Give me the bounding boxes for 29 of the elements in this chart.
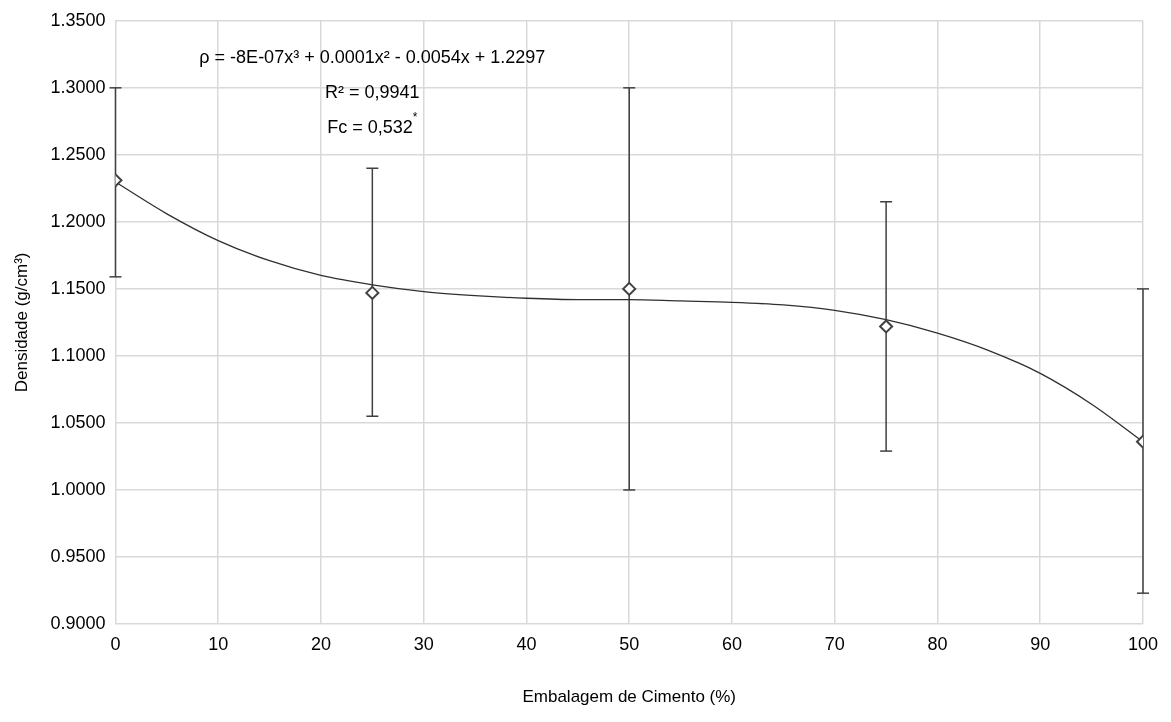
y-tick-label: 1.3000 — [50, 76, 106, 97]
y-tick-label: 1.0500 — [50, 411, 106, 432]
x-tick-label: 100 — [1127, 633, 1159, 654]
x-tick-label: 20 — [310, 633, 331, 654]
x-tick-label: 50 — [619, 633, 640, 654]
point — [365, 285, 380, 300]
x-tick-label: 70 — [824, 633, 845, 654]
y-tick-label: 1.2000 — [50, 210, 106, 231]
annotation: Fc = 0,532* — [327, 109, 418, 137]
x-tick-label: 40 — [516, 633, 537, 654]
y-tick-label: 0.9500 — [50, 545, 106, 566]
x-axis-title: Embalagem de Cimento (%) — [522, 687, 736, 707]
x-tick-label: 90 — [1030, 633, 1051, 654]
y-tick-label: 1.1000 — [50, 344, 106, 365]
x-tick-label: 60 — [721, 633, 742, 654]
y-tick-label: 0.9000 — [50, 612, 106, 633]
y-tick-label: 1.0000 — [50, 478, 106, 499]
point — [879, 319, 894, 334]
y-tick-label: 1.3500 — [50, 9, 106, 30]
y-tick-label: 1.1500 — [50, 277, 106, 298]
x-tick-label: 0 — [110, 633, 121, 654]
annotation: ρ = -8E-07x³ + 0.0001x² - 0.0054x + 1.2297 — [199, 46, 546, 67]
y-tick-label: 1.2500 — [50, 143, 106, 164]
annotation: R² = 0,9941 — [325, 81, 420, 102]
y-axis-title: Densidade (g/cm³) — [11, 252, 31, 393]
x-tick-label: 30 — [413, 633, 434, 654]
x-tick-label: 10 — [208, 633, 229, 654]
x-tick-label: 80 — [927, 633, 948, 654]
point — [622, 281, 637, 296]
